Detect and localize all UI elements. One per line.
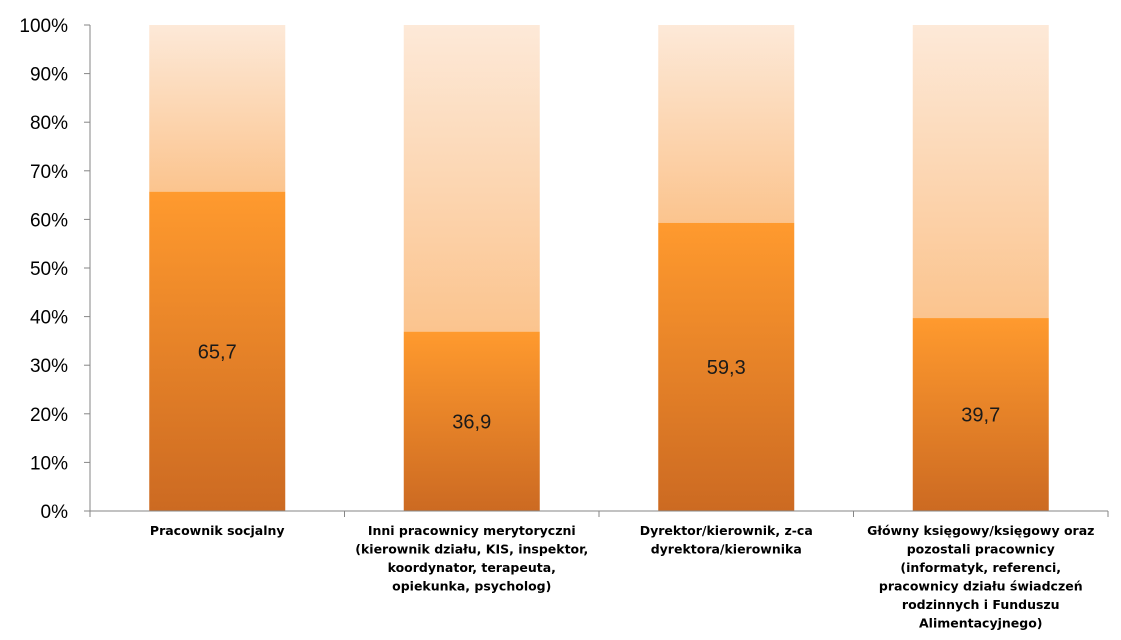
y-tick-label: 0% bbox=[41, 502, 69, 523]
data-label: 39,7 bbox=[961, 405, 1000, 427]
data-label: 59,3 bbox=[707, 357, 746, 379]
bar-segment-remainder bbox=[912, 25, 1049, 319]
x-category-label-line: (informatyk, referenci, bbox=[900, 560, 1061, 575]
y-tick-label: 20% bbox=[30, 405, 68, 426]
bar-segment-value bbox=[149, 191, 286, 511]
x-category-label-line: Główny księgowy/księgowy oraz bbox=[867, 523, 1094, 538]
bar-segment-value bbox=[912, 318, 1049, 511]
labels: 65,7 Pracownik socjalny 36,9 Inni pracownic… bbox=[150, 341, 1094, 630]
x-category-label-line: koordynator, terapeuta, bbox=[388, 560, 556, 575]
x-category-label-line: rodzinnych i Funduszu bbox=[902, 597, 1060, 612]
y-tick-label: 100% bbox=[19, 16, 68, 37]
y-axis-ticks: 0% 10% 20% 30% 40% 50% 60% 70% 80% 90% 100% bbox=[19, 16, 90, 523]
x-category-label-line: opiekunka, psycholog) bbox=[392, 579, 551, 594]
x-category-label-line: Alimentacyjnego) bbox=[919, 616, 1043, 631]
x-category-label-line: pracownicy działu świadczeń bbox=[879, 579, 1083, 594]
y-tick-label: 30% bbox=[30, 356, 68, 377]
y-tick-label: 90% bbox=[30, 65, 68, 86]
bars bbox=[149, 25, 1049, 511]
y-tick-label: 40% bbox=[30, 308, 68, 329]
y-tick-label: 70% bbox=[30, 162, 68, 183]
x-category-label-line: Pracownik socjalny bbox=[150, 523, 285, 538]
data-label: 36,9 bbox=[452, 411, 491, 433]
x-category-label: Główny księgowy/księgowy oraz pozostali p… bbox=[867, 523, 1094, 631]
bar-segment-value bbox=[658, 222, 795, 511]
bar-segment-remainder bbox=[658, 25, 795, 223]
y-tick-label: 50% bbox=[30, 259, 68, 280]
x-category-label-line: (kierownik działu, KIS, inspektor, bbox=[355, 542, 588, 557]
x-category-label: Inni pracownicy merytoryczni (kierownik d… bbox=[355, 523, 588, 594]
x-category-label: Dyrektor/kierownik, z-ca dyrektora/kierow… bbox=[640, 523, 813, 557]
bar-segment-remainder bbox=[149, 25, 286, 192]
x-category-label-line: Inni pracownicy merytoryczni bbox=[368, 523, 576, 538]
y-tick-label: 60% bbox=[30, 210, 68, 231]
data-label: 65,7 bbox=[198, 341, 237, 363]
bar-segment-value bbox=[403, 331, 540, 511]
y-tick-label: 80% bbox=[30, 113, 68, 134]
x-category-label-line: Dyrektor/kierownik, z-ca bbox=[640, 523, 813, 538]
x-category-label-line: pozostali pracownicy bbox=[907, 542, 1055, 557]
axes bbox=[89, 25, 1109, 517]
x-category-label: Pracownik socjalny bbox=[150, 523, 285, 538]
x-category-label-line: dyrektora/kierownika bbox=[651, 542, 802, 557]
bar-segment-remainder bbox=[403, 25, 540, 332]
y-tick-label: 10% bbox=[30, 453, 68, 474]
